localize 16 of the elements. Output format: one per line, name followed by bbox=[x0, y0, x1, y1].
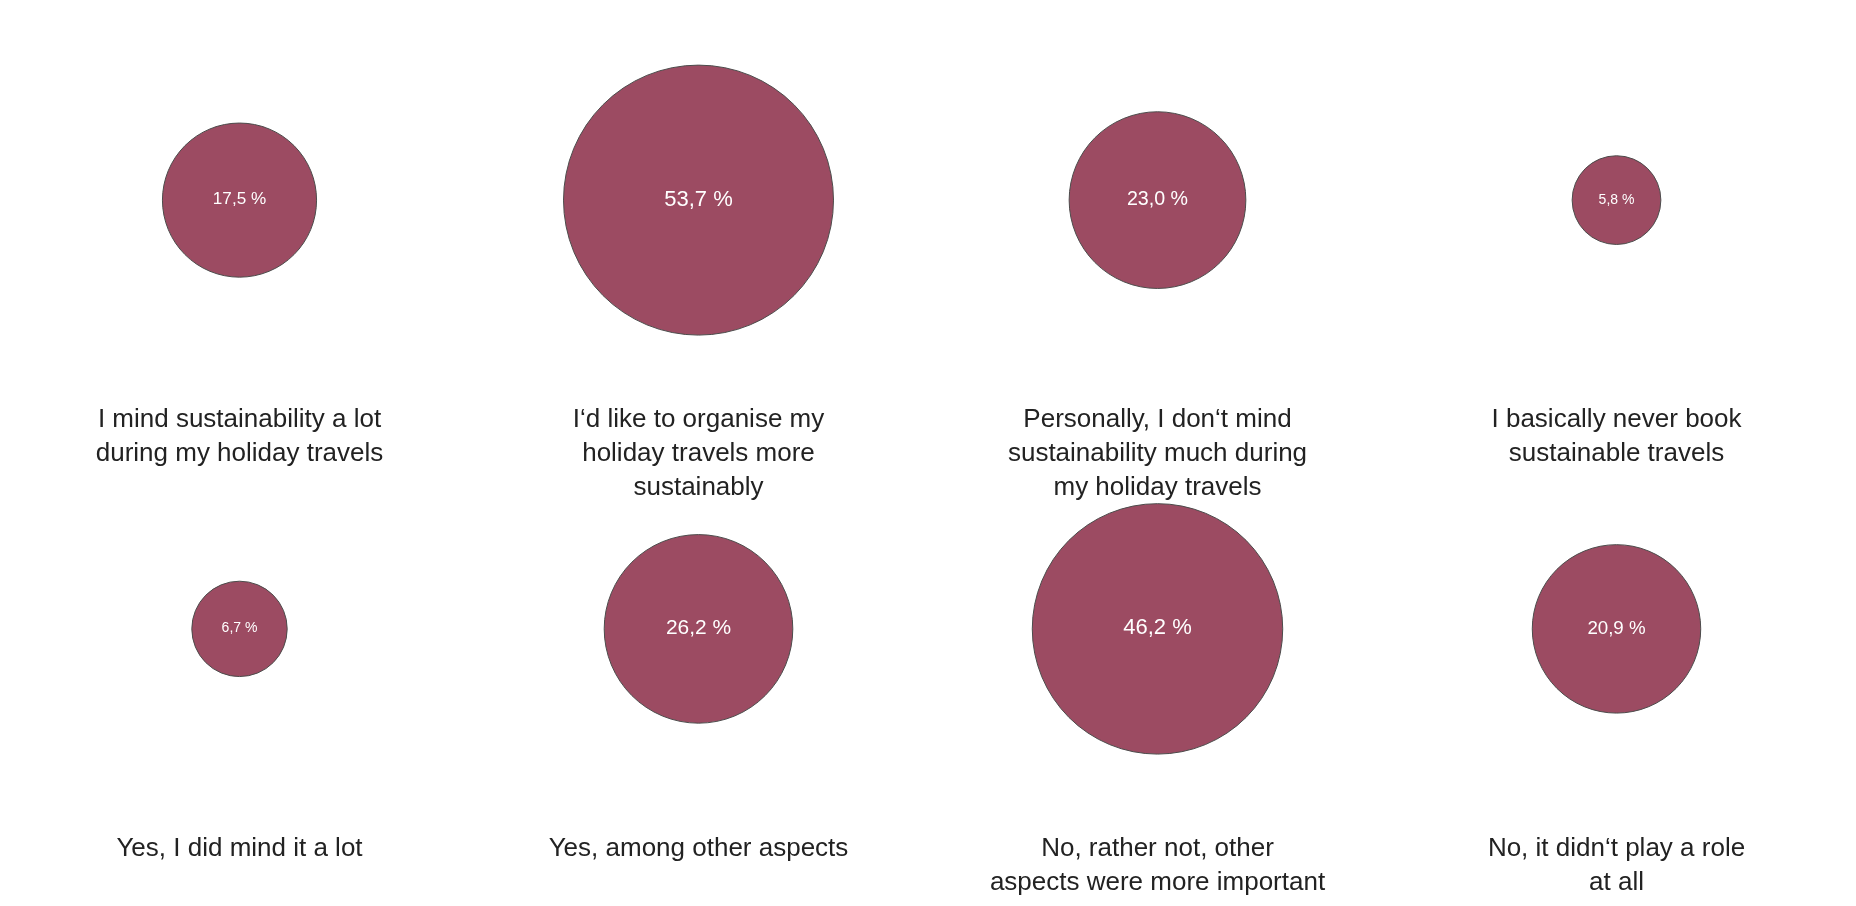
data-label: 17,5 % bbox=[212, 189, 267, 209]
category-label: I mind sustainability a lot during my holiday travels bbox=[95, 403, 384, 468]
data-label: 26,2 % bbox=[665, 615, 732, 639]
category-label: Yes, I did mind it a lot bbox=[116, 832, 364, 862]
data-label: 53,7 % bbox=[664, 185, 733, 211]
data-label: 20,9 % bbox=[1587, 616, 1646, 638]
category-label: No, rather not, other aspects were more important bbox=[989, 832, 1326, 896]
data-label: 5,8 % bbox=[1598, 190, 1635, 207]
data-label: 46,2 % bbox=[1123, 614, 1192, 640]
category-label: Yes, among other aspects bbox=[548, 832, 849, 862]
category-label: I‘d like to organise my holiday travels more sustainably bbox=[572, 403, 825, 501]
category-label: No, it didn‘t play a role at all bbox=[1487, 832, 1746, 896]
data-label: 6,7 % bbox=[221, 619, 258, 636]
category-label: I basically never book sustainable travels bbox=[1491, 403, 1743, 468]
data-label: 23,0 % bbox=[1126, 187, 1189, 210]
category-label: Personally, I don‘t mind sustainability much during my holiday travels bbox=[1007, 403, 1308, 501]
